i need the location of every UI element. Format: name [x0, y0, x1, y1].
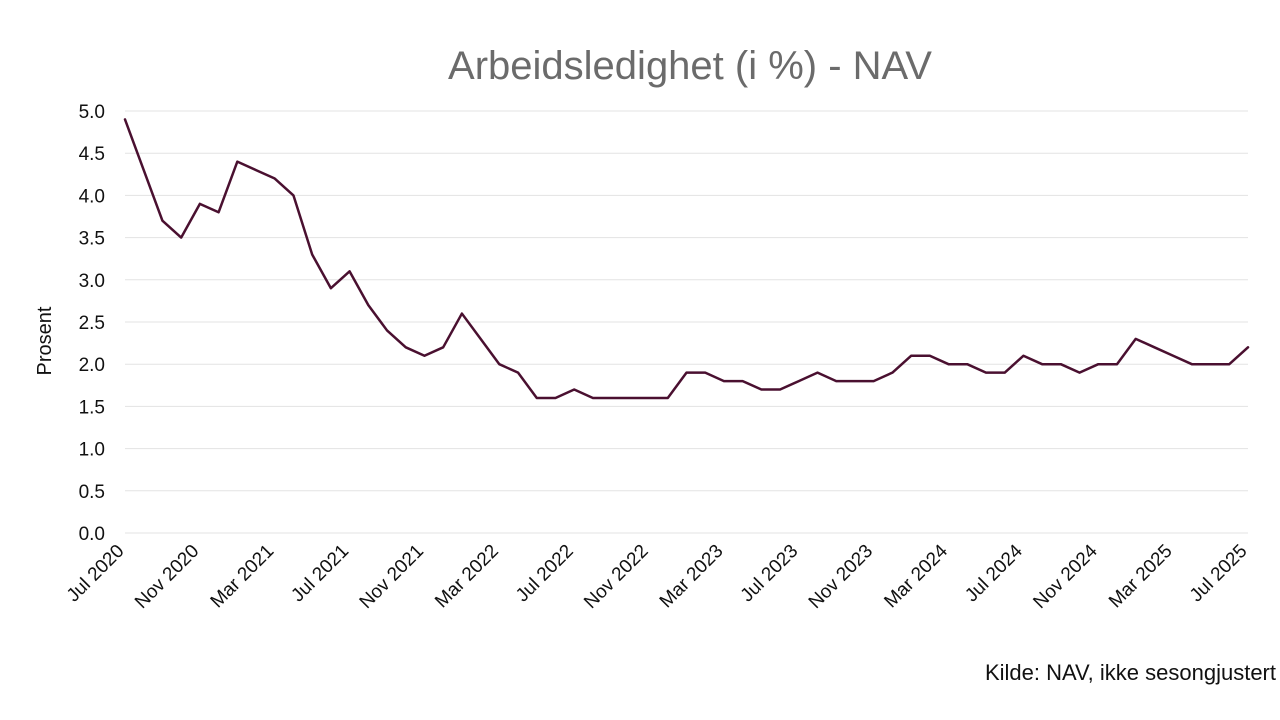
y-tick-label: 1.0	[79, 440, 105, 461]
series-line	[123, 118, 1250, 400]
chart-title: Arbeidsledighet (i %) - NAV	[448, 44, 932, 88]
y-tick-label: 2.5	[79, 313, 105, 334]
y-tick-label: 4.5	[79, 144, 105, 165]
gridlines	[125, 110, 1248, 534]
y-axis-label: Prosent	[34, 306, 56, 375]
y-tick-label: 0.5	[79, 482, 105, 503]
x-tick-label: Jul 2022	[512, 541, 578, 607]
y-tick-label: 5.0	[79, 102, 105, 123]
x-tick-label: Jul 2023	[737, 541, 803, 607]
y-tick-label: 3.5	[79, 229, 105, 250]
y-tick-label: 2.0	[79, 355, 105, 376]
x-tick-labels: Jul 2020 Nov 2020 Mar 2021 Jul 2021 Nov 2021…	[63, 540, 1252, 613]
y-tick-label: 0.0	[79, 524, 105, 545]
y-tick-labels: 0.0 0.5 1.0 1.5 2.0 2.5 3.0 3.5 4.0 4.5 5.0	[79, 102, 105, 545]
x-tick-label: Jul 2020	[63, 541, 129, 607]
y-tick-label: 1.5	[79, 397, 105, 418]
x-tick-label: Jul 2024	[961, 540, 1027, 606]
x-tick-label: Nov 2021	[356, 541, 428, 613]
x-tick-label: Jul 2025	[1186, 541, 1252, 607]
x-tick-label: Nov 2022	[580, 541, 652, 613]
x-tick-label: Jul 2021	[287, 541, 353, 607]
x-tick-label: Mar 2021	[207, 541, 279, 613]
source-note: Kilde: NAV, ikke sesongjustert	[985, 660, 1276, 685]
x-tick-label: Mar 2022	[431, 541, 503, 613]
x-tick-label: Nov 2020	[131, 541, 203, 613]
x-tick-label: Mar 2023	[656, 541, 728, 613]
y-tick-label: 3.0	[79, 271, 105, 292]
x-tick-label: Nov 2024	[1029, 540, 1102, 613]
y-tick-label: 4.0	[79, 186, 105, 207]
x-tick-label: Mar 2025	[1105, 541, 1177, 613]
x-tick-label: Nov 2023	[805, 541, 877, 613]
x-tick-label: Mar 2024	[880, 540, 952, 612]
